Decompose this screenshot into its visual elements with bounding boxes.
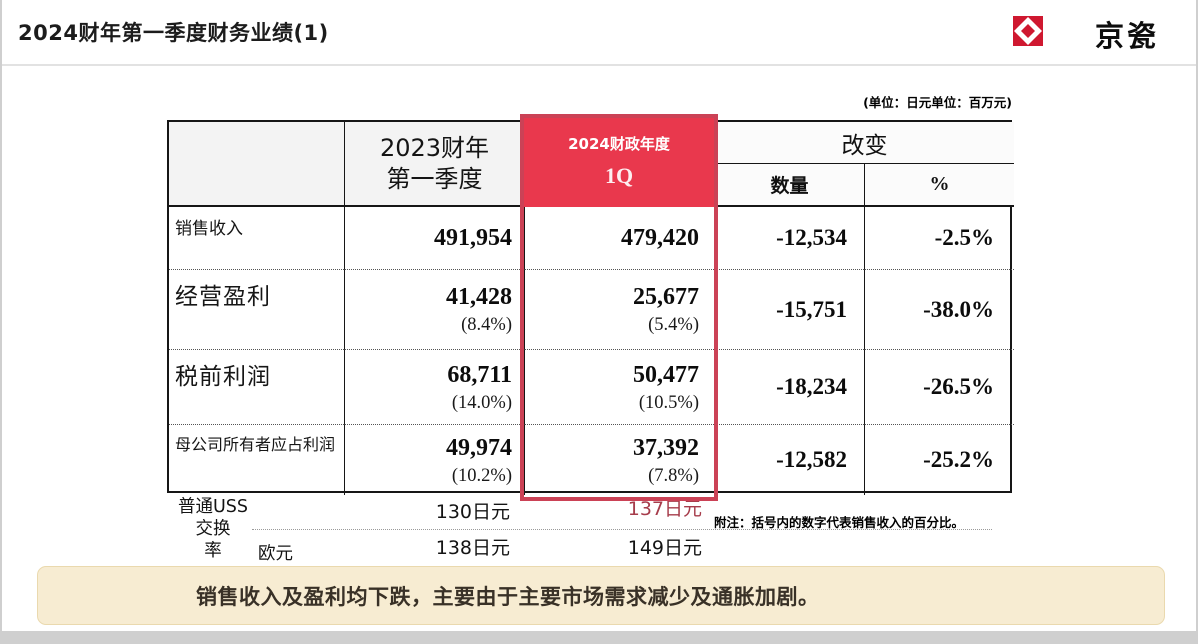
row-label-text: 税前利润 (175, 364, 271, 390)
eur-rate-current: 149日元 (627, 537, 702, 559)
row-label-attributable-profit: 母公司所有者应占利润 (169, 425, 344, 495)
table-cell: -12,582 (714, 425, 864, 495)
table-cell: -12,534 (714, 207, 864, 270)
header-current-line2: 1Q (604, 162, 634, 188)
eur-rate-prev: 138日元 (435, 537, 510, 559)
prev-percent: (14.0%) (451, 392, 512, 413)
table-cell: -18,234 (714, 350, 864, 425)
table-cell: 37,392 (7.8%) (524, 425, 714, 495)
change-percent: -26.5% (923, 374, 994, 399)
row-label-sales-revenue: 销售收入 (169, 207, 344, 270)
table-cell: 49,974 (10.2%) (344, 425, 524, 495)
prev-value: 41,428 (446, 284, 512, 310)
row-label-text: 经营盈利 (175, 284, 271, 310)
title-bar: 2024财年第一季度财务业绩(1) 京瓷 (2, 0, 1196, 66)
change-value: -15,751 (776, 296, 847, 322)
current-value: 50,477 (633, 361, 699, 388)
header-empty-cell (169, 122, 344, 207)
row-label-pretax-profit: 税前利润 (169, 350, 344, 425)
prev-value: 491,954 (434, 225, 512, 251)
change-percent: -38.0% (923, 296, 994, 322)
table-cell: 50,477 (10.5%) (524, 350, 714, 425)
table-cell: -38.0% (864, 270, 1014, 350)
prev-value: 49,974 (446, 434, 512, 461)
header-change: 改变 (714, 122, 1014, 164)
brand-name: 京瓷 (1095, 19, 1160, 53)
table-cell: 68,711 (14.0%) (344, 350, 524, 425)
kyocera-logo-icon (1013, 16, 1043, 46)
row-label-text: 销售收入 (175, 219, 243, 239)
header-amount: 数量 (714, 164, 864, 207)
exchange-rate-label: 普通USS 交换 率 (170, 496, 256, 562)
header-prev-quarter: 2023财年 第一季度 (344, 122, 524, 207)
table-cell: -25.2% (864, 425, 1014, 495)
prev-percent: (8.4%) (461, 315, 512, 335)
prev-value: 68,711 (447, 361, 512, 388)
exchange-label-line2: 交换 (195, 519, 231, 539)
slide: 2024财年第一季度财务业绩(1) 京瓷 (单位：日元单位：百万元) 2023财… (2, 0, 1196, 631)
current-percent: (7.8%) (648, 465, 699, 486)
current-value: 479,420 (621, 225, 699, 251)
current-percent: (5.4%) (648, 315, 699, 335)
table-cell: -26.5% (864, 350, 1014, 425)
table-cell: 491,954 (344, 207, 524, 270)
row-label-operating-profit: 经营盈利 (169, 270, 344, 350)
summary-text: 销售收入及盈利均下跌，主要由于主要市场需求减少及通胀加剧。 (196, 584, 820, 609)
usd-rate-prev: 130日元 (435, 501, 510, 523)
row-label-text: 母公司所有者应占利润 (175, 435, 336, 454)
change-value: -12,582 (776, 447, 847, 472)
summary-banner: 销售收入及盈利均下跌，主要由于主要市场需求减少及通胀加剧。 (37, 566, 1165, 625)
header-prev-line2: 第一季度 (386, 164, 483, 193)
change-value: -12,534 (776, 225, 847, 250)
change-value: -18,234 (776, 374, 847, 399)
prev-percent: (10.2%) (451, 465, 512, 486)
header-current-quarter: 2024财政年度 1Q (524, 114, 714, 207)
header-prev-line1: 2023财年 (379, 133, 490, 162)
current-value: 25,677 (633, 284, 699, 310)
change-percent: -25.2% (923, 447, 994, 472)
current-value: 37,392 (633, 434, 699, 461)
table-footnote: 附注：括号内的数字代表销售收入的百分比。 (714, 515, 965, 530)
change-percent: -2.5% (934, 225, 994, 250)
table-cell: -2.5% (864, 207, 1014, 270)
current-percent: (10.5%) (638, 392, 699, 413)
table-cell: 479,420 (524, 207, 714, 270)
table-cell: 25,677 (5.4%) (524, 270, 714, 350)
table-cell: -15,751 (714, 270, 864, 350)
euro-label: 欧元 (258, 544, 293, 564)
page-title: 2024财年第一季度财务业绩(1) (18, 21, 329, 45)
header-current-line1: 2024财政年度 (568, 134, 670, 153)
exchange-label-line1: 普通USS (177, 497, 249, 517)
exchange-rate-divider (252, 529, 992, 530)
table-cell: 41,428 (8.4%) (344, 270, 524, 350)
unit-note: (单位：日元单位：百万元) (863, 95, 1012, 110)
financial-results-table: 2023财年 第一季度 改变 数量 % 销售收入 491,954 479,420… (167, 114, 1014, 501)
usd-rate-current: 137日元 (627, 498, 702, 520)
header-percent: % (864, 164, 1014, 207)
exchange-label-line3: 率 (204, 541, 222, 561)
